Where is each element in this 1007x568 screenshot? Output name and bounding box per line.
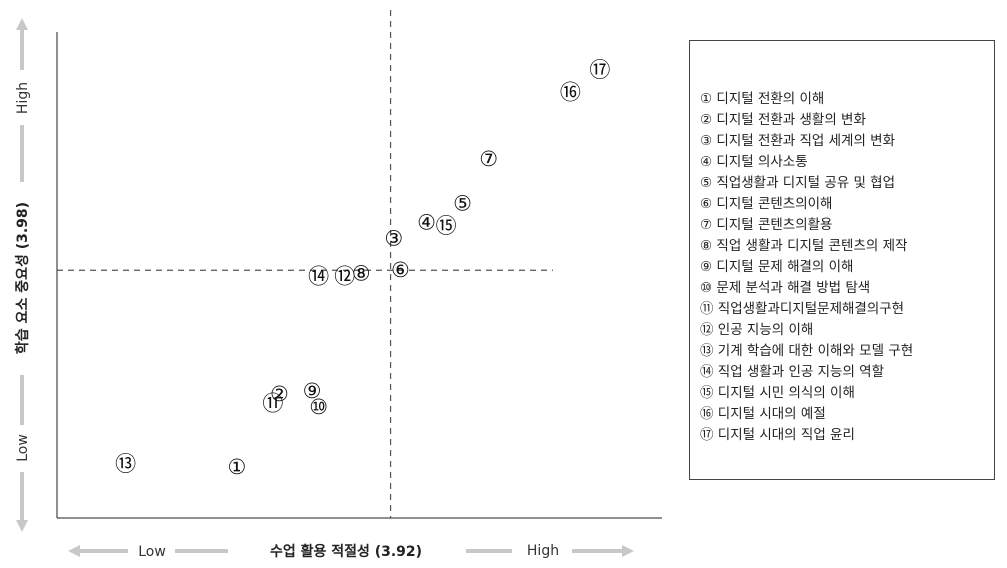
- y-axis-title: 학습 요소 중요성 (3.98): [15, 202, 31, 354]
- data-point-6: ⑥: [391, 258, 410, 282]
- legend-item-14: ⑭ 직업 생활과 인공 지능의 역할: [700, 364, 884, 380]
- legend-item-11: ⑪ 직업생활과디지털문제해결의구현: [700, 301, 905, 317]
- x-arrow-right-head: [622, 545, 634, 557]
- data-point-11: ⑪: [262, 392, 283, 416]
- legend-item-13: ⑬ 기계 학습에 대한 이해와 모델 구현: [700, 343, 914, 359]
- data-point-13: ⑬: [115, 452, 136, 476]
- data-point-4: ④: [417, 211, 436, 235]
- data-point-17: ⑰: [589, 58, 610, 82]
- data-point-2: ②: [270, 382, 289, 406]
- data-point-16: ⑯: [560, 80, 581, 104]
- data-point-15: ⑮: [436, 214, 457, 238]
- x-arrow-left-head: [68, 545, 80, 557]
- data-point-8: ⑧: [352, 261, 371, 285]
- data-point-12: ⑫: [334, 265, 355, 289]
- legend-item-7: ⑦ 디지털 콘텐츠의활용: [700, 217, 833, 233]
- legend-item-17: ⑰ 디지털 시대의 직업 윤리: [700, 427, 855, 443]
- legend-item-8: ⑧ 직업 생활과 디지털 콘텐츠의 제작: [700, 238, 908, 254]
- data-point-14: ⑭: [308, 265, 329, 289]
- data-point-1: ①: [227, 455, 246, 479]
- x-axis-title: 수업 활용 적절성 (3.92): [270, 543, 422, 560]
- legend-item-15: ⑮ 디지털 시민 의식의 이해: [700, 385, 855, 401]
- legend-item-3: ③ 디지털 전환과 직업 세계의 변화: [700, 133, 896, 149]
- legend-item-5: ⑤ 직업생활과 디지털 공유 및 협업: [700, 175, 896, 191]
- legend: ① 디지털 전환의 이해 ② 디지털 전환과 생활의 변화 ③ 디지털 전환과 직업…: [689, 40, 995, 480]
- data-point-10: ⑩: [309, 395, 328, 419]
- legend-item-4: ④ 디지털 의사소통: [700, 154, 808, 170]
- y-arrow-up-head: [16, 18, 28, 30]
- legend-list: ① 디지털 전환의 이해 ② 디지털 전환과 생활의 변화 ③ 디지털 전환과 직업…: [700, 89, 913, 446]
- x-high-label: High: [527, 543, 559, 559]
- data-point-7: ⑦: [479, 147, 498, 171]
- data-point-3: ③: [384, 226, 403, 250]
- y-low-label: Low: [15, 434, 31, 462]
- legend-item-2: ② 디지털 전환과 생활의 변화: [700, 112, 866, 128]
- y-high-label: High: [15, 82, 31, 114]
- legend-item-10: ⑩ 문제 분석과 해결 방법 탐색: [700, 280, 871, 296]
- x-low-label: Low: [138, 544, 166, 560]
- y-arrow-down-head: [16, 520, 28, 532]
- legend-item-12: ⑫ 인공 지능의 이해: [700, 322, 814, 338]
- legend-item-9: ⑨ 디지털 문제 해결의 이해: [700, 259, 854, 275]
- legend-item-1: ① 디지털 전환의 이해: [700, 91, 825, 107]
- data-point-5: ⑤: [453, 192, 472, 216]
- data-point-9: ⑨: [303, 379, 322, 403]
- legend-item-6: ⑥ 디지털 콘텐츠의이해: [700, 196, 833, 212]
- legend-item-16: ⑯ 디지털 시대의 예절: [700, 406, 826, 422]
